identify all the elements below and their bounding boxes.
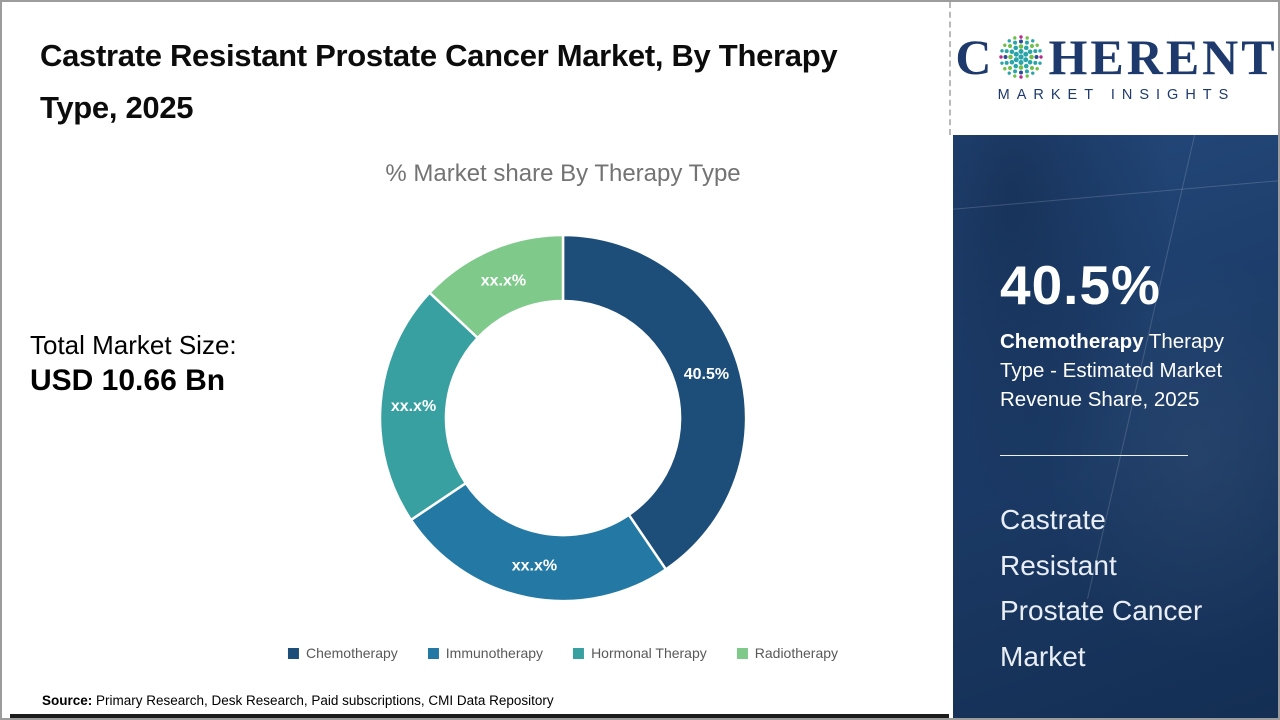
slice-label: xx.x% — [391, 398, 436, 415]
total-market-size-label: Total Market Size: — [30, 330, 237, 360]
legend-label: Hormonal Therapy — [591, 645, 707, 661]
legend-item-chemotherapy: Chemotherapy — [287, 645, 398, 661]
highlight-stat-value: 40.5% — [1000, 254, 1161, 316]
highlight-stat-rest: Therapy Type - Estimated Market Revenue … — [1000, 330, 1225, 411]
logo-letter-c: C — [955, 29, 995, 85]
highlight-stat-category: Chemotherapy — [1000, 330, 1144, 353]
donut-chart: 40.5% xx.x% xx.x% xx.x% — [353, 208, 773, 628]
slice-label: xx.x% — [481, 272, 526, 289]
panel-decor-line — [953, 174, 1278, 213]
total-market-size-value: USD 10.66 Bn — [30, 364, 226, 397]
total-market-size-block: Total Market Size: USD 10.66 Bn — [30, 328, 237, 400]
bottom-accent-bar — [10, 714, 949, 718]
legend-item-hormonal-therapy: Hormonal Therapy — [573, 645, 707, 661]
legend-label: Radiotherapy — [754, 645, 839, 661]
source-text: Primary Research, Desk Research, Paid su… — [92, 693, 554, 708]
legend-item-immunotherapy: Immunotherapy — [427, 645, 544, 661]
market-name: Castrate Resistant Prostate Cancer Marke… — [1000, 504, 1203, 672]
donut-slice-chemotherapy — [561, 233, 748, 572]
logo-tagline: MARKET INSIGHTS — [997, 87, 1236, 103]
source-label: Source: — [42, 693, 93, 708]
highlight-panel: 40.5% Chemotherapy Therapy Type - Estima… — [953, 135, 1278, 718]
legend-marker-icon — [287, 647, 299, 659]
legend-marker-icon — [736, 647, 748, 659]
coherent-logo-dot-globe-icon — [999, 35, 1044, 79]
legend-label: Immunotherapy — [445, 645, 544, 661]
donut-slice-radiotherapy — [427, 233, 565, 340]
coherent-logo: C HERENT — [955, 32, 1277, 82]
legend-marker-icon — [573, 647, 585, 659]
panel-divider — [1000, 455, 1188, 456]
logo-letters-herent: HERENT — [1048, 29, 1278, 85]
page-title: Castrate Resistant Prostate Cancer Marke… — [40, 38, 838, 125]
legend-marker-icon — [427, 647, 439, 659]
source-line: Source: Primary Research, Desk Research,… — [42, 693, 554, 708]
legend-label: Chemotherapy — [305, 645, 398, 661]
chart-legend: Chemotherapy Immunotherapy Hormonal Therap… — [287, 645, 839, 661]
slice-label: xx.x% — [512, 557, 557, 574]
chart-subtitle: % Market share By Therapy Type — [385, 160, 741, 187]
highlight-stat-description: Chemotherapy Therapy Type - Estimated Ma… — [1000, 327, 1248, 414]
donut-slice-immunotherapy — [409, 481, 668, 603]
legend-item-radiotherapy: Radiotherapy — [736, 645, 839, 661]
brand-header: C HERENT MARKET INSIGHTS — [949, 2, 1278, 135]
donut-chart-svg: 40.5% xx.x% xx.x% xx.x% — [378, 233, 748, 603]
slice-label: 40.5% — [684, 366, 729, 383]
